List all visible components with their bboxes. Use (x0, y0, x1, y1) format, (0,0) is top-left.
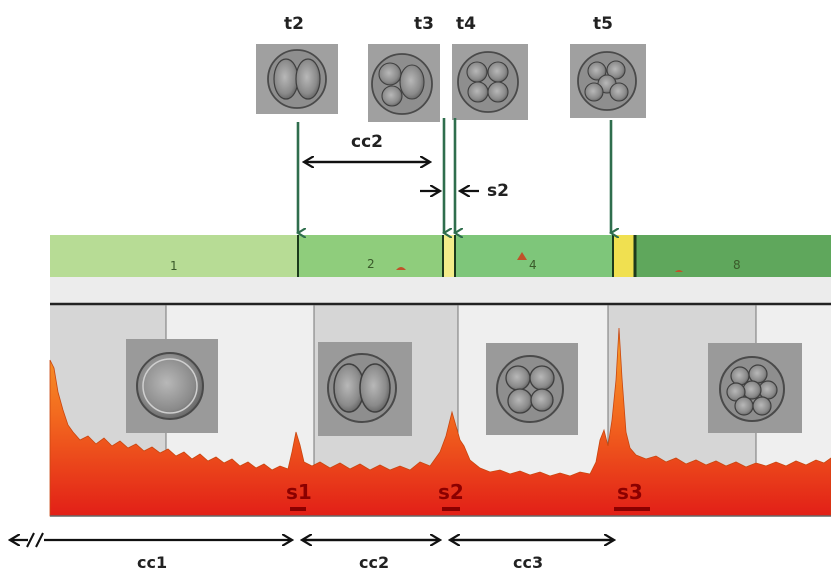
interval-label-cc1: cc1 (137, 553, 168, 572)
interval-label-cc3: cc3 (513, 553, 544, 572)
break-mark (35, 532, 44, 548)
thumbnail-t3 (368, 44, 440, 122)
band-label-8: 8 (733, 258, 741, 272)
signal-trace (49, 327, 831, 517)
time-label-t4: t4 (456, 14, 476, 34)
break-mark (26, 532, 35, 548)
embryo-image-1cell (126, 339, 218, 433)
time-arrows (298, 118, 611, 233)
embryo-image-8cell (708, 343, 802, 433)
band-segment-3 (443, 235, 455, 277)
embryo-image-2cell (318, 342, 412, 436)
bottom-intervals (10, 532, 614, 548)
synchrony-label-s3: s3 (617, 480, 643, 504)
band-segment-5 (613, 235, 635, 277)
band-segment-1 (50, 235, 298, 277)
thumbnail-t2 (256, 44, 338, 114)
band-segment-8 (635, 235, 831, 277)
time-label-t5: t5 (593, 14, 613, 34)
band-label-1: 1 (170, 259, 178, 273)
synchrony-label-s2: s2 (438, 480, 464, 504)
cell-count-band (50, 235, 831, 277)
top-thumbnails (256, 44, 646, 122)
band-segment-4 (455, 235, 613, 277)
thumbnail-t4 (452, 44, 528, 120)
panel-embryo-images (126, 339, 802, 436)
time-label-t3: t3 (414, 14, 434, 34)
interval-label-cc2-top: cc2 (351, 132, 383, 152)
band-segment-2 (298, 235, 443, 277)
band-label-4: 4 (529, 258, 537, 272)
band-gap-strip (50, 277, 831, 303)
time-label-t2: t2 (284, 14, 304, 34)
interval-label-cc2: cc2 (359, 553, 390, 572)
synchrony-label-s1: s1 (286, 480, 312, 504)
top-intervals (304, 162, 479, 191)
band-label-2: 2 (367, 257, 375, 271)
embryo-image-4cell (486, 343, 578, 435)
interval-label-s2-top: s2 (487, 181, 509, 201)
thumbnail-t5 (570, 44, 646, 118)
